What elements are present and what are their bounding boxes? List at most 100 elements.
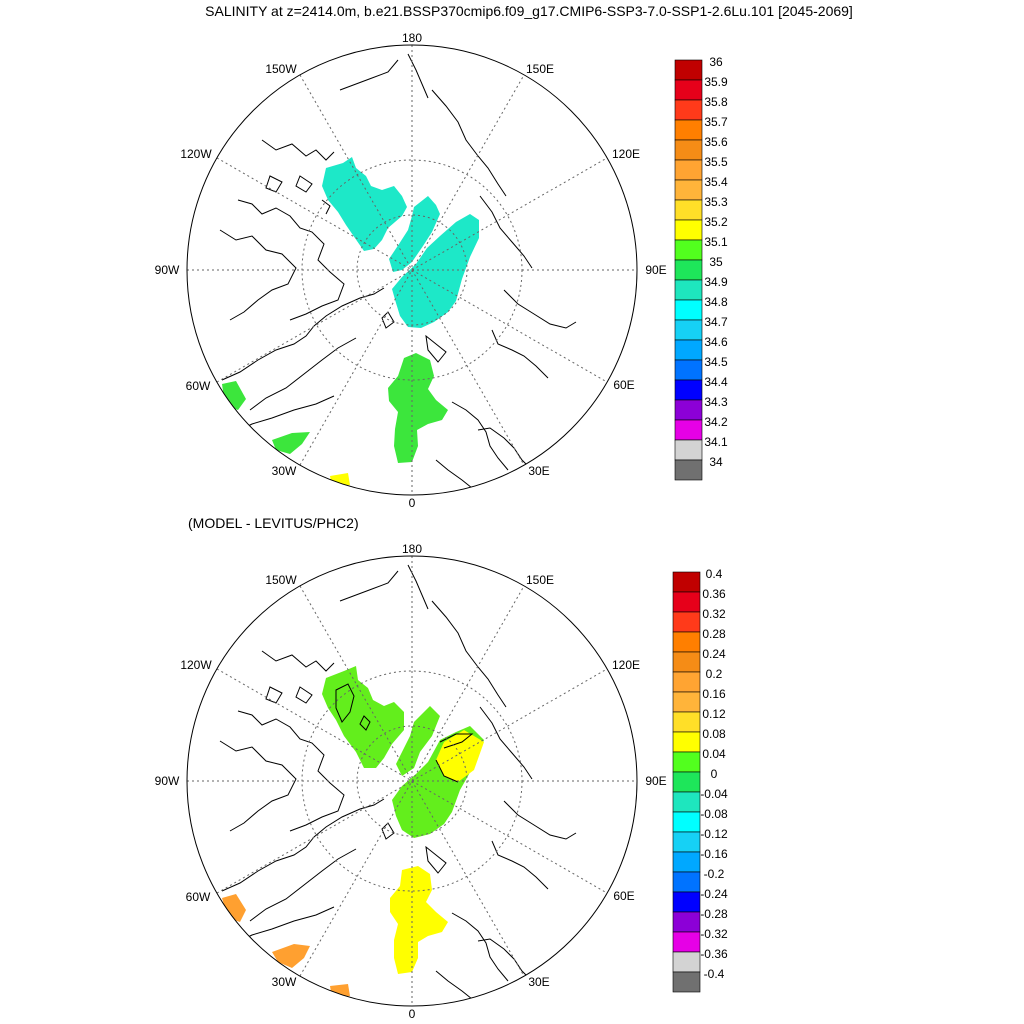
colorbar-difference: 0.4 0.36 0.32 0.28 0.24 0.2 0.16 0.12 0.08 0.04 0 -… [672,567,728,993]
colorbar-swatch [674,319,703,341]
coastlines [219,53,577,489]
colorbar-tick-label: 34.5 [704,355,728,369]
colorbar-tick-label: -0.4 [704,967,725,981]
colorbar-salinity: 36 35.9 35.8 35.7 35.6 35.5 35.4 35.3 35.2 35.1 35… [674,55,728,481]
colorbar-tick-label: 35.5 [704,155,728,169]
colorbar-swatch [672,751,701,773]
longitude-labels: 180 150E 120E 90E 60E 30E 0 30W 60W 90W … [155,31,667,510]
colorbar-tick-label: 0.32 [702,607,726,621]
coastlines [219,564,577,1000]
colorbar-swatch [672,831,701,853]
colorbar-tick-label: -0.12 [700,827,728,841]
colorbar-swatch [674,59,703,81]
region-eurasian-basin-east-high [436,730,484,782]
lon-label-60w: 60W [186,890,211,904]
colorbar-swatch [674,419,703,441]
lon-label-90w: 90W [155,774,180,788]
colorbar-tick-label: 35.3 [704,195,728,209]
lon-label-90e: 90E [645,263,666,277]
colorbar-tick-label: 34.2 [704,415,728,429]
colorbar-tick-label: 34.3 [704,395,728,409]
longitude-labels: 180 150E 120E 90E 60E 30E 0 30W 60W 90W … [155,542,667,1021]
colorbar-tick-label: 34.1 [704,435,728,449]
lon-label-150e: 150E [526,573,554,587]
colorbar-swatch [672,931,701,953]
lon-label-60w: 60W [186,379,211,393]
colorbar-swatch [674,459,703,481]
map-panel-difference: 180 150E 120E 90E 60E 30E 0 30W 60W 90W … [155,542,728,1021]
lon-label-30w: 30W [272,464,297,478]
colorbar-swatch [674,99,703,121]
colorbar-tick-label: 0.28 [702,627,726,641]
lon-label-90w: 90W [155,263,180,277]
lon-label-90e: 90E [645,774,666,788]
region-north-atlantic-west [272,432,310,454]
lon-label-150w: 150W [265,62,297,76]
colorbar-swatch [672,871,701,893]
colorbar-tick-label: 0.16 [702,687,726,701]
colorbar-tick-label: 35.6 [704,135,728,149]
colorbar-swatch [674,179,703,201]
figure-title: SALINITY at z=2414.0m, b.e21.BSSP370cmip… [205,3,853,19]
colorbar-tick-label: 35.9 [704,75,728,89]
colorbar-swatch [672,811,701,833]
colorbar-tick-label: 0.08 [702,727,726,741]
colorbar-tick-label: 35.4 [704,175,728,189]
lon-label-120w: 120W [180,147,212,161]
colorbar-tick-label: 0.2 [706,667,723,681]
colorbar-tick-label: 34.7 [704,315,728,329]
colorbar-swatch [672,631,701,653]
colorbar-swatch [674,119,703,141]
lon-label-120e: 120E [612,147,640,161]
lon-label-60e: 60E [613,889,634,903]
colorbar-swatch [672,671,701,693]
colorbar-swatch [672,851,701,873]
colorbar-tick-label: 35.7 [704,115,728,129]
graticule [187,45,637,495]
colorbar-swatch [674,399,703,421]
colorbar-swatch [672,911,701,933]
colorbar-swatch [674,279,703,301]
colorbar-tick-label: 0.04 [702,747,726,761]
region-eurasian-basin-east [392,214,479,328]
colorbar-swatch [672,711,701,733]
lon-label-180: 180 [402,31,422,45]
colorbar-tick-label: -0.28 [700,907,728,921]
map-boundary [186,44,638,496]
colorbar-tick-label: -0.08 [700,807,728,821]
region-greenland-sea [390,866,448,974]
colorbar-swatch [672,771,701,793]
colorbar-tick-label: 0.36 [702,587,726,601]
lon-label-0: 0 [409,496,416,510]
colorbar-swatch [674,379,703,401]
lon-label-180: 180 [402,542,422,556]
colorbar-tick-label: -0.16 [700,847,728,861]
colorbar-swatch [674,299,703,321]
lon-label-120w: 120W [180,658,212,672]
colorbar-swatch [674,339,703,361]
lon-label-150w: 150W [265,573,297,587]
colorbar-swatch [674,199,703,221]
colorbar-tick-label: -0.2 [704,867,725,881]
colorbar-swatch [672,951,701,973]
colorbar-tick-label: -0.04 [700,787,728,801]
region-labrador-sea [222,894,246,922]
colorbar-tick-label: 0.4 [706,567,723,581]
colorbar-swatch [672,731,701,753]
colorbar-tick-label: 34.6 [704,335,728,349]
region-canada-basin [322,157,407,251]
colorbar-swatch [672,891,701,913]
region-north-atlantic-west [272,944,310,968]
colorbar-swatch [674,359,703,381]
colorbar-tick-label: 34 [709,455,723,469]
colorbar-tick-label: 34.4 [704,375,728,389]
colorbar-tick-label: 35.8 [704,95,728,109]
colorbar-swatch [672,791,701,813]
colorbar-tick-label: 36 [709,55,723,69]
colorbar-swatch [674,239,703,261]
colorbar-tick-label: 35.2 [704,215,728,229]
colorbar-tick-label: -0.32 [700,927,728,941]
colorbar-swatch [672,571,701,593]
lon-label-30e: 30E [528,975,549,989]
